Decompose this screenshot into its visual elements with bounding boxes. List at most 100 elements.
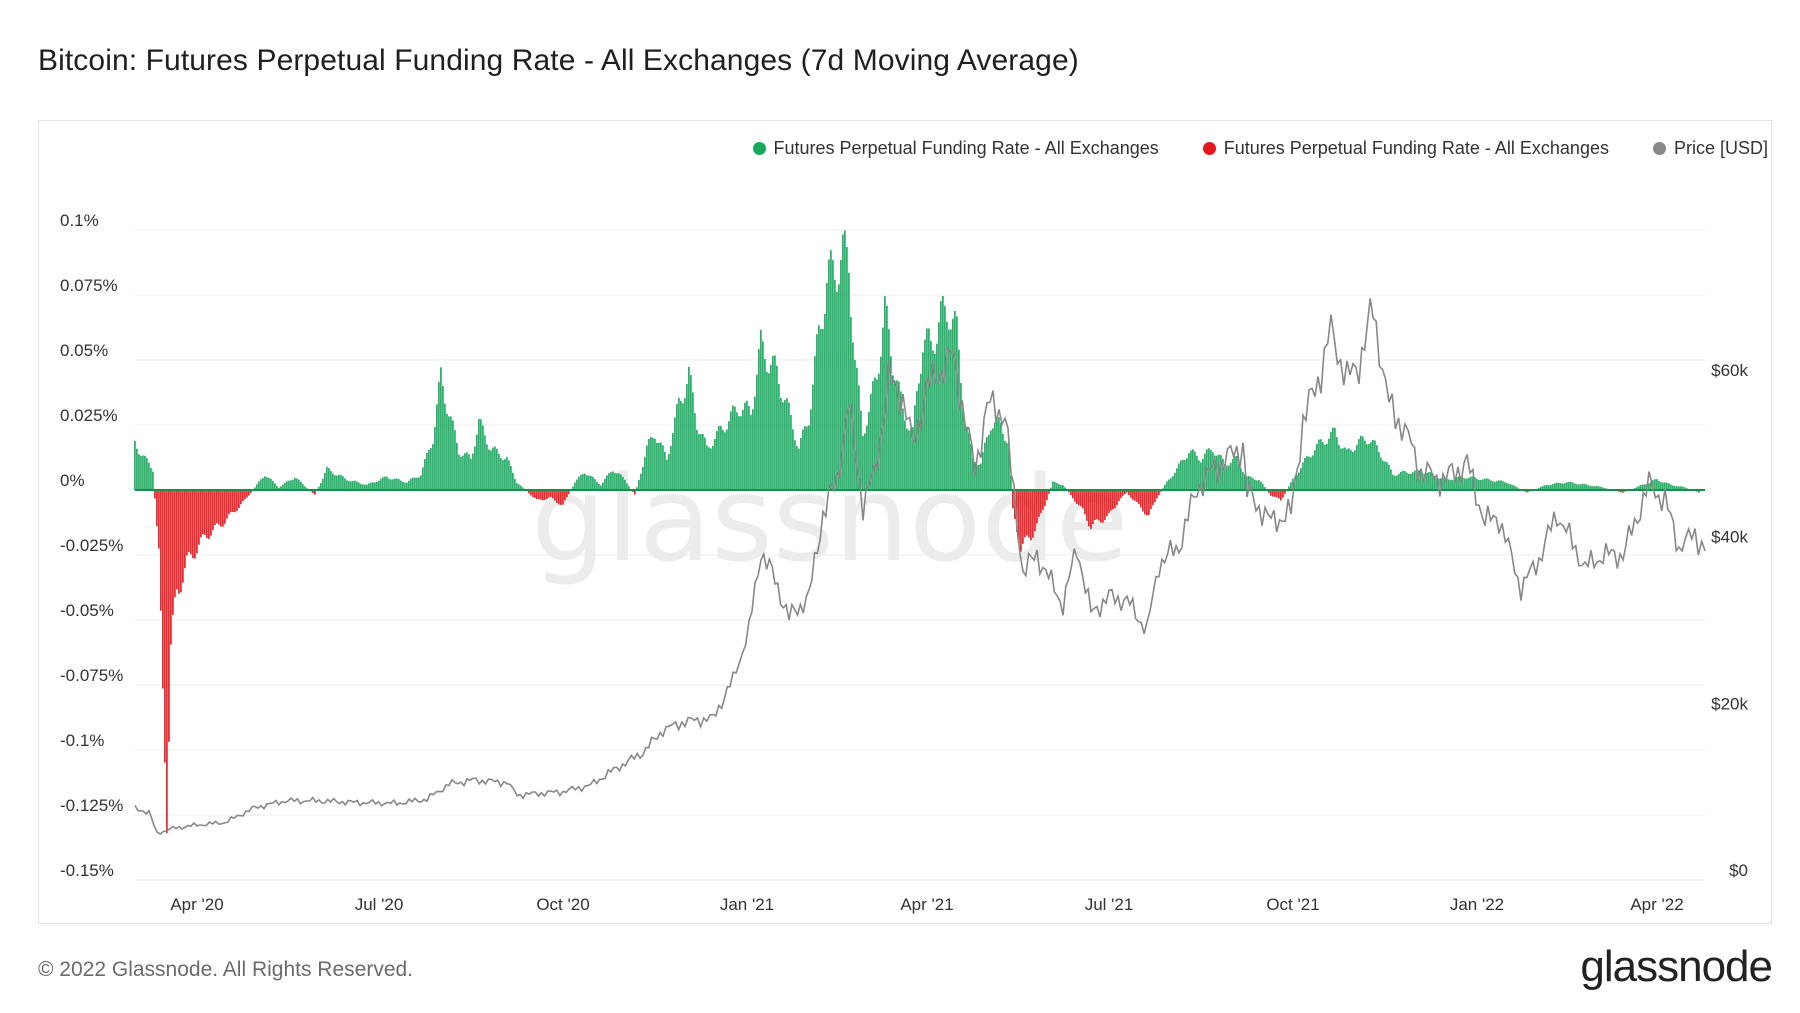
funding-rate-bar (234, 490, 236, 513)
funding-rate-bar (420, 475, 422, 490)
funding-rate-bar (418, 477, 420, 490)
funding-rate-bar (1188, 453, 1190, 490)
funding-rate-bar (1362, 436, 1364, 490)
funding-rate-bar (780, 397, 782, 490)
funding-rate-bar (1332, 427, 1334, 490)
funding-rate-bar (1244, 474, 1246, 490)
funding-rate-bar (912, 427, 914, 490)
funding-rate-bar (1300, 468, 1302, 490)
funding-rate-bar (1394, 475, 1396, 490)
x-tick-label: Jan '21 (720, 895, 774, 914)
legend-item-positive[interactable]: Futures Perpetual Funding Rate - All Exc… (752, 138, 1159, 159)
funding-rate-bar (1210, 450, 1212, 490)
funding-rate-bar (1328, 438, 1330, 490)
funding-rate-bar (858, 385, 860, 490)
funding-rate-bar (638, 479, 640, 490)
chart-legend: Futures Perpetual Funding Rate - All Exc… (752, 138, 1768, 159)
funding-rate-bar (880, 356, 882, 490)
funding-rate-bar (1012, 490, 1014, 509)
funding-rate-bar (982, 452, 984, 490)
funding-rate-bar (920, 373, 922, 490)
funding-rate-bar (1568, 481, 1570, 490)
funding-rate-bar (1242, 472, 1244, 490)
glassnode-logo[interactable]: glassnode (1580, 942, 1773, 991)
funding-rate-bar (160, 490, 162, 611)
funding-rate-bar (854, 360, 856, 490)
y-right-tick-label: $0 (1729, 861, 1748, 880)
funding-rate-bar (168, 490, 170, 742)
funding-rate-bar (1650, 481, 1652, 490)
legend-item-negative[interactable]: Futures Perpetual Funding Rate - All Exc… (1202, 138, 1609, 159)
funding-rate-bar (1408, 473, 1410, 490)
funding-rate-bar (1206, 449, 1208, 490)
funding-rate-bar (810, 409, 812, 490)
funding-rate-bar (498, 453, 500, 490)
y-left-tick-label: -0.05% (60, 601, 114, 620)
funding-rate-bar (1152, 490, 1154, 506)
funding-rate-bar (302, 484, 304, 490)
funding-rate-bar (366, 484, 368, 490)
x-tick-label: Apr '20 (170, 895, 223, 914)
funding-rate-bar (552, 490, 554, 499)
funding-rate-bar (1436, 477, 1438, 490)
funding-rate-bar (822, 329, 824, 490)
funding-rate-bar (1390, 469, 1392, 490)
funding-rate-bar (644, 457, 646, 490)
funding-rate-bar (1406, 472, 1408, 490)
funding-rate-bar (578, 476, 580, 490)
funding-rate-bar (1494, 481, 1496, 490)
funding-rate-bar (352, 480, 354, 490)
funding-rate-bar (860, 410, 862, 490)
y-right-tick-label: $40k (1711, 528, 1748, 547)
legend-label-positive: Futures Perpetual Funding Rate - All Exc… (773, 138, 1159, 158)
funding-rate-bar (752, 409, 754, 490)
funding-rate-bar (1368, 443, 1370, 490)
funding-rate-bar (458, 454, 460, 490)
funding-rate-bar (1526, 490, 1528, 493)
funding-rate-bar (604, 478, 606, 490)
funding-rate-bar (260, 479, 262, 490)
funding-rate-bar (1184, 460, 1186, 490)
funding-rate-bar (1378, 451, 1380, 490)
funding-rate-bar (1322, 442, 1324, 490)
funding-rate-bar (1648, 483, 1650, 490)
funding-rate-bar (1308, 456, 1310, 490)
funding-rate-bar (1354, 450, 1356, 490)
funding-rate-bar (1176, 468, 1178, 490)
y-left-tick-label: -0.075% (60, 666, 123, 685)
funding-rate-bar (718, 425, 720, 490)
funding-rate-bar (1596, 486, 1598, 490)
x-tick-label: Jan '22 (1450, 895, 1504, 914)
funding-rate-bar (1374, 440, 1376, 490)
funding-rate-bar (964, 423, 966, 490)
funding-rate-bar (576, 479, 578, 490)
funding-rate-bar (612, 471, 614, 490)
funding-rate-bar (440, 367, 442, 490)
funding-rate-bar (312, 490, 314, 494)
funding-rate-bar (554, 490, 556, 501)
funding-rate-bar (1420, 472, 1422, 490)
funding-rate-bar (1306, 456, 1308, 490)
funding-rate-bar (482, 425, 484, 490)
funding-rate-bar (406, 482, 408, 490)
funding-rate-bar (864, 433, 866, 490)
funding-rate-bar (182, 490, 184, 583)
funding-rate-bar (164, 490, 166, 763)
funding-rate-bar (222, 490, 224, 527)
funding-rate-bar (704, 437, 706, 490)
y-left-tick-label: 0.075% (60, 276, 118, 295)
funding-rate-bar (290, 480, 292, 490)
funding-rate-bar (716, 431, 718, 490)
funding-rate-bar (794, 440, 796, 490)
funding-rate-bar (184, 490, 186, 569)
funding-rate-bar (670, 445, 672, 490)
funding-rate-bar (388, 478, 390, 490)
legend-item-price[interactable]: Price [USD] (1652, 138, 1768, 159)
funding-rate-bar (442, 386, 444, 490)
funding-rate-bar (848, 272, 850, 490)
funding-rate-bar (1264, 487, 1266, 490)
funding-rate-bar (918, 383, 920, 490)
funding-rate-bar (214, 490, 216, 526)
funding-rate-bar (926, 328, 928, 490)
funding-rate-bar (814, 356, 816, 490)
